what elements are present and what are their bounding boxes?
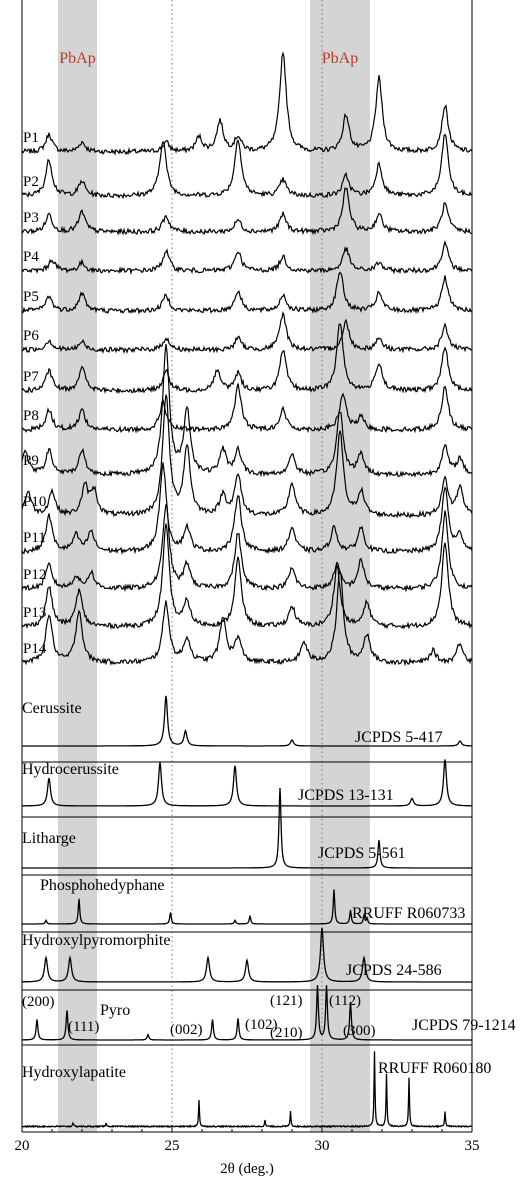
reference-source: RRUFF R060733: [352, 905, 465, 922]
reference-trace: [22, 889, 472, 925]
x-tick-label: 30: [315, 1138, 330, 1154]
reference-label: Cerussite: [22, 700, 82, 717]
miller-index-label: (102): [245, 1017, 278, 1033]
sample-label: P1: [23, 130, 39, 146]
reference-trace: [22, 759, 472, 807]
sample-trace: [21, 462, 473, 556]
reference-label: Litharge: [22, 830, 76, 847]
miller-index-label: (200): [22, 994, 55, 1010]
sample-label: P10: [23, 494, 46, 510]
miller-index-label: (300): [343, 1023, 376, 1039]
reference-source: RRUFF R060180: [378, 1060, 491, 1077]
sample-label: P7: [23, 369, 39, 385]
highlight-band: [310, 0, 370, 1132]
highlight-band: [58, 0, 97, 1132]
traces: [21, 51, 473, 1129]
reference-trace: [21, 1051, 473, 1129]
reference-source: JCPDS 24-586: [346, 962, 442, 979]
sample-label: P14: [23, 641, 47, 657]
reference-trace: [22, 985, 472, 1041]
panel-dividers: [22, 761, 472, 1046]
reference-label: Hydroxylpyromorphite: [22, 932, 170, 949]
miller-index-label: (210): [270, 1025, 303, 1041]
sample-label: P9: [23, 453, 39, 469]
sample-label: P12: [23, 567, 46, 583]
reference-trace: [22, 927, 472, 983]
sample-trace: [21, 187, 473, 236]
reference-trace: [22, 695, 472, 747]
sample-label: P6: [23, 328, 39, 344]
x-tick-label: 20: [15, 1138, 30, 1154]
band-label: PbAp: [59, 50, 95, 67]
reference-label: Hydroxylapatite: [22, 1064, 126, 1081]
band-label: PbAp: [322, 50, 358, 67]
reference-label: Hydrocerussite: [22, 761, 119, 778]
miller-index-label: (002): [170, 1022, 203, 1038]
sample-trace: [21, 523, 473, 631]
sample-trace: [21, 271, 473, 315]
sample-trace: [21, 133, 473, 199]
sample-trace: [21, 323, 473, 395]
sample-label: P8: [23, 408, 39, 424]
sample-trace: [22, 383, 473, 434]
sample-trace: [21, 51, 473, 156]
sample-label: P11: [23, 530, 46, 546]
x-axis-label: 2θ (deg.): [220, 1161, 274, 1177]
sample-label: P5: [23, 289, 39, 305]
x-tick-label: 35: [465, 1138, 480, 1154]
x-tick-label: 25: [165, 1138, 180, 1154]
sample-trace: [21, 504, 473, 593]
reference-source: JCPDS 5-417: [355, 729, 443, 746]
sample-trace: [21, 310, 473, 354]
sample-trace: [21, 239, 473, 276]
reference-source: JCPDS 5-561: [318, 845, 406, 862]
reference-source: JCPDS 79-1214: [412, 1017, 516, 1034]
sample-label: P3: [23, 210, 39, 226]
reference-trace: [22, 787, 472, 869]
miller-index-label: (121): [270, 993, 303, 1009]
sample-trace: [21, 569, 473, 667]
sample-trace: [21, 344, 473, 478]
trace-labels: PbAp PbAp P1 P2 P3 P4 P5 P6 P7 P8 P9 P10 P11 P12 P13 P1…: [22, 50, 516, 1081]
highlight-bands: [58, 0, 370, 1132]
sample-trace: [21, 394, 473, 519]
reference-label: Pyro: [100, 1002, 130, 1019]
sample-label: P13: [23, 605, 46, 621]
reference-label: Phosphohedyphane: [40, 877, 164, 894]
sample-label: P2: [23, 174, 39, 190]
x-axis: 20 25 30 35 2θ (deg.): [15, 0, 480, 1177]
sample-label: P4: [23, 249, 39, 265]
reference-source: JCPDS 13-131: [298, 787, 394, 804]
miller-index-label: (111): [68, 1019, 99, 1035]
miller-index-label: (112): [329, 993, 361, 1009]
